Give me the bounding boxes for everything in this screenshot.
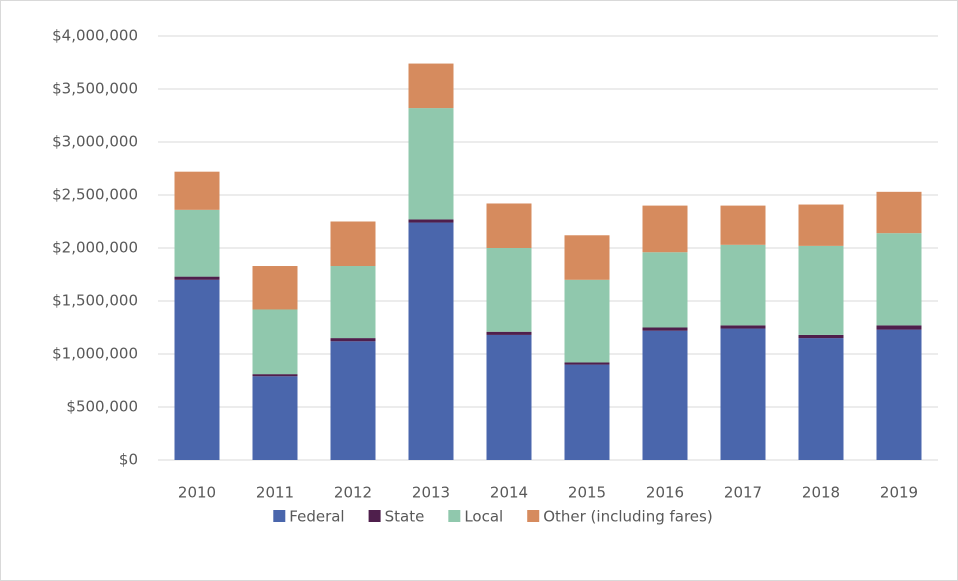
x-tick-label: 2017 — [724, 484, 762, 502]
bar-segment — [252, 374, 298, 377]
bar-segment — [174, 209, 220, 277]
y-tick-label: $1,000,000 — [52, 345, 138, 363]
legend-label: Local — [464, 508, 503, 526]
x-tick-label: 2018 — [802, 484, 840, 502]
bar-segment — [876, 325, 922, 330]
x-tick-label: 2013 — [412, 484, 450, 502]
bar-segment — [642, 327, 688, 331]
bar-segment — [642, 205, 688, 253]
y-tick-label: $0 — [119, 451, 138, 469]
y-tick-label: $1,500,000 — [52, 292, 138, 310]
bar-segment — [330, 221, 376, 267]
bar-segment — [486, 331, 532, 335]
bar-segment — [642, 330, 688, 460]
bar-segment — [564, 279, 610, 363]
legend-swatch — [448, 510, 461, 522]
bar-segment — [252, 309, 298, 375]
bar-segment — [876, 329, 922, 460]
legend-label: State — [385, 508, 425, 526]
bar-segment — [252, 376, 298, 460]
y-tick-label: $4,000,000 — [52, 27, 138, 45]
bar-segment — [174, 279, 220, 460]
x-tick-label: 2019 — [880, 484, 918, 502]
y-tick-label: $2,500,000 — [52, 186, 138, 204]
bar-segment — [252, 266, 298, 310]
y-tick-label: $500,000 — [66, 398, 138, 416]
bar-segment — [720, 328, 766, 460]
bar-segment — [798, 245, 844, 335]
bar-segment — [720, 325, 766, 329]
bar-segment — [798, 334, 844, 339]
bar-segment — [564, 362, 610, 365]
bar-segment — [720, 244, 766, 326]
legend-swatch — [527, 510, 540, 522]
bar-segment — [720, 205, 766, 245]
y-tick-label: $2,000,000 — [52, 239, 138, 257]
bar-segment — [408, 222, 454, 460]
bar-segment — [798, 338, 844, 460]
bar-segment — [642, 252, 688, 328]
bar-segment — [876, 233, 922, 326]
legend-swatch — [368, 510, 381, 522]
bar-segment — [174, 171, 220, 210]
bar-segment — [330, 338, 376, 342]
x-tick-label: 2010 — [178, 484, 216, 502]
bar-segment — [408, 63, 454, 109]
bar-segment — [564, 364, 610, 460]
bar-segment — [798, 204, 844, 246]
bar-segment — [330, 341, 376, 460]
bar-segment — [876, 191, 922, 234]
y-tick-label: $3,000,000 — [52, 133, 138, 151]
bar-segment — [330, 266, 376, 339]
legend-swatch — [273, 510, 286, 522]
x-tick-label: 2011 — [256, 484, 294, 502]
bar-segment — [486, 203, 532, 248]
y-tick-label: $3,500,000 — [52, 80, 138, 98]
bar-segment — [174, 276, 220, 280]
x-tick-label: 2012 — [334, 484, 372, 502]
legend-label: Federal — [289, 508, 344, 526]
bar-segment — [408, 108, 454, 220]
x-tick-label: 2016 — [646, 484, 684, 502]
bar-segment — [564, 235, 610, 280]
bar-segment — [408, 219, 454, 223]
bar-segment — [486, 248, 532, 332]
x-tick-label: 2015 — [568, 484, 606, 502]
legend-label: Other (including fares) — [543, 508, 713, 526]
x-tick-label: 2014 — [490, 484, 528, 502]
bar-segment — [486, 334, 532, 460]
